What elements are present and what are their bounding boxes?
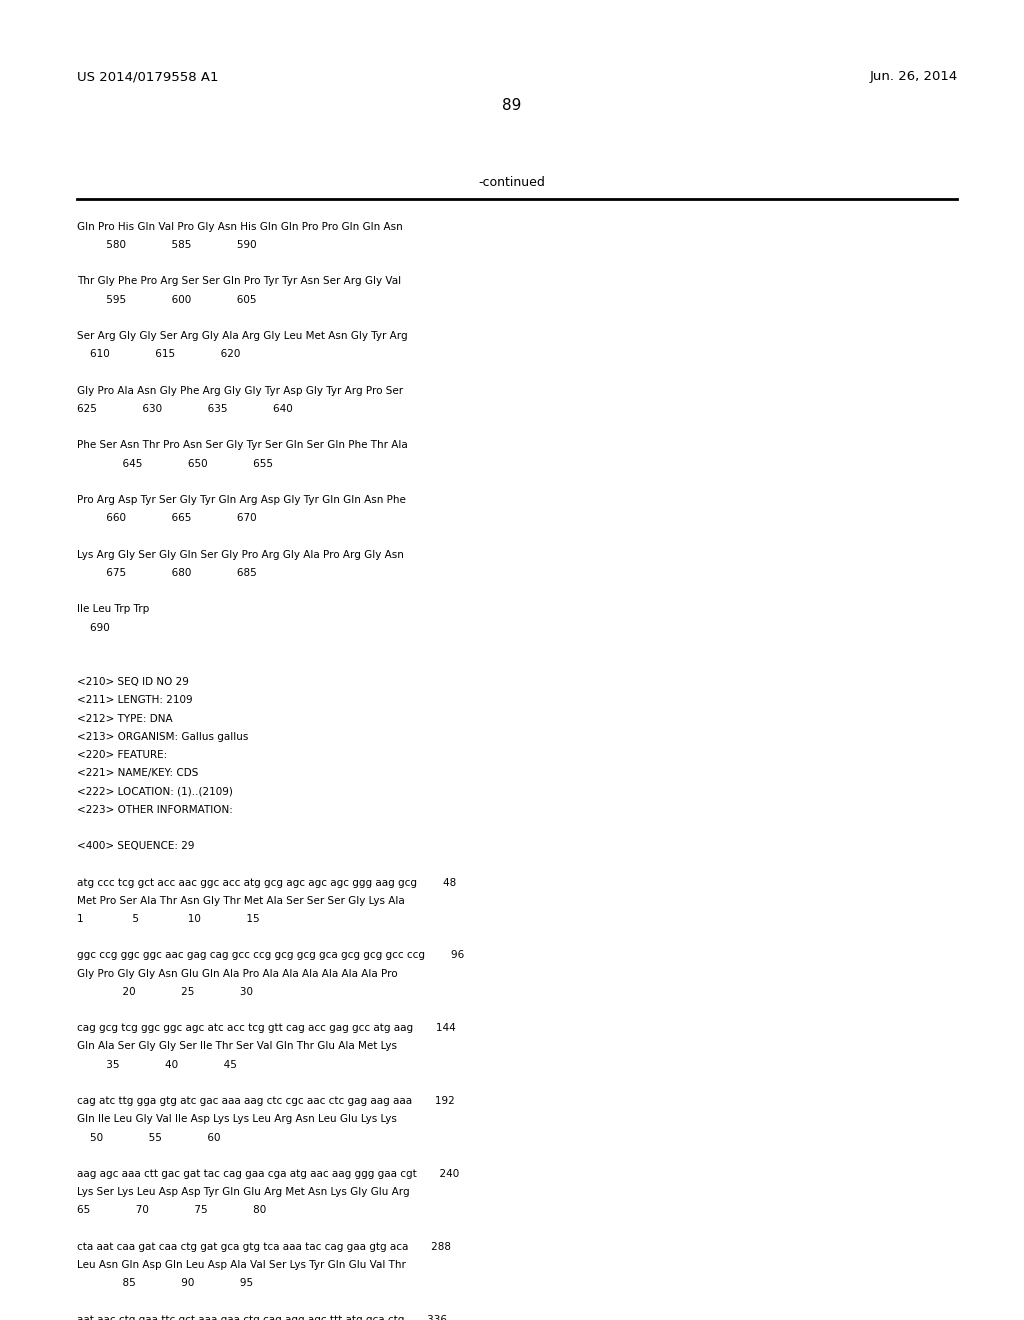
- Text: <220> FEATURE:: <220> FEATURE:: [77, 750, 167, 760]
- Text: Gly Pro Gly Gly Asn Glu Gln Ala Pro Ala Ala Ala Ala Ala Ala Pro: Gly Pro Gly Gly Asn Glu Gln Ala Pro Ala …: [77, 969, 397, 978]
- Text: Jun. 26, 2014: Jun. 26, 2014: [869, 70, 957, 83]
- Text: 35              40              45: 35 40 45: [77, 1060, 237, 1069]
- Text: cag gcg tcg ggc ggc agc atc acc tcg gtt cag acc gag gcc atg aag       144: cag gcg tcg ggc ggc agc atc acc tcg gtt …: [77, 1023, 456, 1034]
- Text: 595              600              605: 595 600 605: [77, 294, 256, 305]
- Text: cag atc ttg gga gtg atc gac aaa aag ctc cgc aac ctc gag aag aaa       192: cag atc ttg gga gtg atc gac aaa aag ctc …: [77, 1096, 455, 1106]
- Text: <212> TYPE: DNA: <212> TYPE: DNA: [77, 714, 172, 723]
- Text: US 2014/0179558 A1: US 2014/0179558 A1: [77, 70, 218, 83]
- Text: 675              680              685: 675 680 685: [77, 568, 257, 578]
- Text: 65              70              75              80: 65 70 75 80: [77, 1205, 266, 1216]
- Text: Met Pro Ser Ala Thr Asn Gly Thr Met Ala Ser Ser Ser Gly Lys Ala: Met Pro Ser Ala Thr Asn Gly Thr Met Ala …: [77, 896, 404, 906]
- Text: 1               5               10              15: 1 5 10 15: [77, 913, 259, 924]
- Text: Gln Ala Ser Gly Gly Ser Ile Thr Ser Val Gln Thr Glu Ala Met Lys: Gln Ala Ser Gly Gly Ser Ile Thr Ser Val …: [77, 1041, 397, 1052]
- Text: <221> NAME/KEY: CDS: <221> NAME/KEY: CDS: [77, 768, 199, 779]
- Text: 20              25              30: 20 25 30: [77, 987, 253, 997]
- Text: Thr Gly Phe Pro Arg Ser Ser Gln Pro Tyr Tyr Asn Ser Arg Gly Val: Thr Gly Phe Pro Arg Ser Ser Gln Pro Tyr …: [77, 276, 401, 286]
- Text: Gly Pro Ala Asn Gly Phe Arg Gly Gly Tyr Asp Gly Tyr Arg Pro Ser: Gly Pro Ala Asn Gly Phe Arg Gly Gly Tyr …: [77, 385, 402, 396]
- Text: 89: 89: [503, 98, 521, 114]
- Text: cta aat caa gat caa ctg gat gca gtg tca aaa tac cag gaa gtg aca       288: cta aat caa gat caa ctg gat gca gtg tca …: [77, 1242, 451, 1251]
- Text: 85              90              95: 85 90 95: [77, 1278, 253, 1288]
- Text: 580              585              590: 580 585 590: [77, 240, 256, 249]
- Text: Ser Arg Gly Gly Ser Arg Gly Ala Arg Gly Leu Met Asn Gly Tyr Arg: Ser Arg Gly Gly Ser Arg Gly Ala Arg Gly …: [77, 331, 408, 341]
- Text: 625              630              635              640: 625 630 635 640: [77, 404, 293, 414]
- Text: Phe Ser Asn Thr Pro Asn Ser Gly Tyr Ser Gln Ser Gln Phe Thr Ala: Phe Ser Asn Thr Pro Asn Ser Gly Tyr Ser …: [77, 441, 408, 450]
- Text: Gln Pro His Gln Val Pro Gly Asn His Gln Gln Pro Pro Gln Gln Asn: Gln Pro His Gln Val Pro Gly Asn His Gln …: [77, 222, 402, 232]
- Text: 645              650              655: 645 650 655: [77, 458, 272, 469]
- Text: 610              615              620: 610 615 620: [77, 350, 241, 359]
- Text: Ile Leu Trp Trp: Ile Leu Trp Trp: [77, 605, 150, 614]
- Text: atg ccc tcg gct acc aac ggc acc atg gcg agc agc agc ggg aag gcg        48: atg ccc tcg gct acc aac ggc acc atg gcg …: [77, 878, 456, 887]
- Text: <223> OTHER INFORMATION:: <223> OTHER INFORMATION:: [77, 805, 232, 814]
- Text: Pro Arg Asp Tyr Ser Gly Tyr Gln Arg Asp Gly Tyr Gln Gln Asn Phe: Pro Arg Asp Tyr Ser Gly Tyr Gln Arg Asp …: [77, 495, 406, 506]
- Text: <213> ORGANISM: Gallus gallus: <213> ORGANISM: Gallus gallus: [77, 731, 248, 742]
- Text: Gln Ile Leu Gly Val Ile Asp Lys Lys Leu Arg Asn Leu Glu Lys Lys: Gln Ile Leu Gly Val Ile Asp Lys Lys Leu …: [77, 1114, 396, 1125]
- Text: ggc ccg ggc ggc aac gag cag gcc ccg gcg gcg gca gcg gcg gcc ccg        96: ggc ccg ggc ggc aac gag cag gcc ccg gcg …: [77, 950, 464, 961]
- Text: <211> LENGTH: 2109: <211> LENGTH: 2109: [77, 696, 193, 705]
- Text: 660              665              670: 660 665 670: [77, 513, 256, 523]
- Text: Lys Ser Lys Leu Asp Asp Tyr Gln Glu Arg Met Asn Lys Gly Glu Arg: Lys Ser Lys Leu Asp Asp Tyr Gln Glu Arg …: [77, 1187, 410, 1197]
- Text: <222> LOCATION: (1)..(2109): <222> LOCATION: (1)..(2109): [77, 787, 232, 796]
- Text: <400> SEQUENCE: 29: <400> SEQUENCE: 29: [77, 841, 195, 851]
- Text: <210> SEQ ID NO 29: <210> SEQ ID NO 29: [77, 677, 188, 688]
- Text: aag agc aaa ctt gac gat tac cag gaa cga atg aac aag ggg gaa cgt       240: aag agc aaa ctt gac gat tac cag gaa cga …: [77, 1170, 459, 1179]
- Text: Lys Arg Gly Ser Gly Gln Ser Gly Pro Arg Gly Ala Pro Arg Gly Asn: Lys Arg Gly Ser Gly Gln Ser Gly Pro Arg …: [77, 549, 403, 560]
- Text: 50              55              60: 50 55 60: [77, 1133, 220, 1143]
- Text: Leu Asn Gln Asp Gln Leu Asp Ala Val Ser Lys Tyr Gln Glu Val Thr: Leu Asn Gln Asp Gln Leu Asp Ala Val Ser …: [77, 1261, 406, 1270]
- Text: -continued: -continued: [478, 176, 546, 189]
- Text: aat aac ctg gaa ttc gct aaa gaa ctg cag agg agc ttt atg gca ctg       336: aat aac ctg gaa ttc gct aaa gaa ctg cag …: [77, 1315, 446, 1320]
- Text: 690: 690: [77, 623, 110, 632]
